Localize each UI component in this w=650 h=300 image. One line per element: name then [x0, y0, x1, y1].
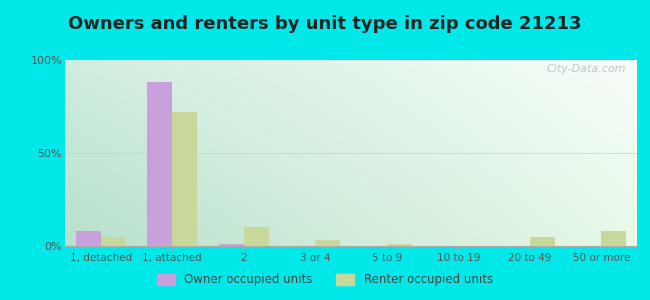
Bar — [530, 237, 554, 246]
Bar — [601, 231, 626, 246]
Bar — [101, 237, 126, 246]
Bar — [244, 227, 269, 246]
Bar — [315, 240, 341, 246]
Bar — [75, 231, 101, 246]
Bar — [172, 112, 198, 246]
Text: City-Data.com: City-Data.com — [546, 64, 625, 74]
Bar — [218, 244, 244, 246]
Legend: Owner occupied units, Renter occupied units: Owner occupied units, Renter occupied un… — [153, 269, 497, 291]
Bar — [147, 82, 172, 246]
Bar — [387, 244, 412, 246]
Text: Owners and renters by unit type in zip code 21213: Owners and renters by unit type in zip c… — [68, 15, 582, 33]
